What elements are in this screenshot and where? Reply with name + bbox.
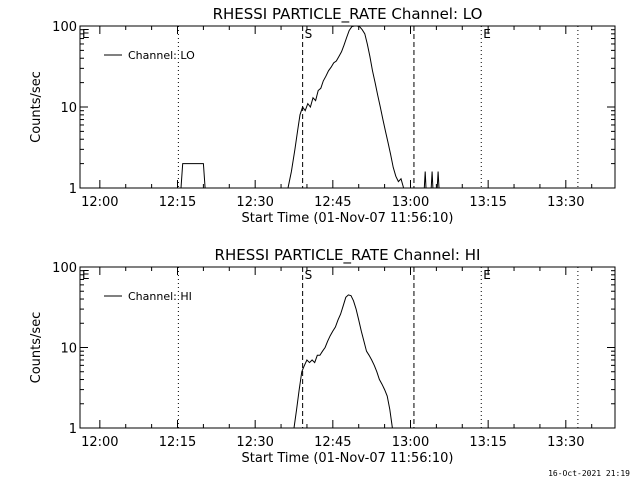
y-tick-label: 100 <box>52 261 77 276</box>
x-tick-label: 13:30 <box>547 435 584 450</box>
x-tick-label: 12:15 <box>159 435 196 450</box>
x-axis-label: Start Time (01-Nov-07 11:56:10) <box>242 211 454 226</box>
event-marker-label: E <box>483 27 491 41</box>
event-marker-label: E <box>483 268 491 282</box>
x-tick-label: 13:00 <box>392 195 429 210</box>
series-line <box>430 171 434 189</box>
y-tick-label: 10 <box>60 101 77 116</box>
y-tick-label: 1 <box>69 422 77 437</box>
x-tick-label: 12:45 <box>314 435 351 450</box>
event-marker-label: S <box>305 27 313 41</box>
x-tick-label: 12:00 <box>81 195 118 210</box>
y-tick-label: 100 <box>52 20 77 35</box>
chart-title: RHESSI PARTICLE_RATE Channel: HI <box>215 246 481 265</box>
series-line <box>180 163 206 189</box>
generated-timestamp: 16-Oct-2021 21:19 <box>548 469 630 478</box>
x-tick-label: 13:15 <box>469 195 506 210</box>
y-axis-label: Counts/sec <box>29 71 44 143</box>
series-line <box>436 171 440 189</box>
event-marker-label: S <box>305 268 313 282</box>
y-tick-label: 10 <box>60 342 77 357</box>
series-line <box>287 25 405 189</box>
x-tick-label: 12:45 <box>314 195 351 210</box>
y-tick-label: 1 <box>69 182 77 197</box>
x-tick-label: 12:15 <box>159 195 196 210</box>
y-axis-label: Counts/sec <box>29 312 44 384</box>
x-axis-label: Start Time (01-Nov-07 11:56:10) <box>242 451 454 466</box>
legend-label: Channel: HI <box>128 290 192 303</box>
x-tick-label: 13:30 <box>547 195 584 210</box>
x-tick-label: 12:30 <box>236 195 273 210</box>
x-tick-label: 12:00 <box>81 435 118 450</box>
chart-title: RHESSI PARTICLE_RATE Channel: LO <box>213 5 483 24</box>
x-tick-label: 12:30 <box>236 435 273 450</box>
event-marker-label: E <box>82 27 90 41</box>
event-marker-label: E <box>82 268 90 282</box>
series-line <box>423 171 427 189</box>
legend-label: Channel: LO <box>128 49 195 62</box>
x-tick-label: 13:15 <box>469 435 506 450</box>
x-tick-label: 13:00 <box>392 435 429 450</box>
series-line <box>293 294 393 429</box>
